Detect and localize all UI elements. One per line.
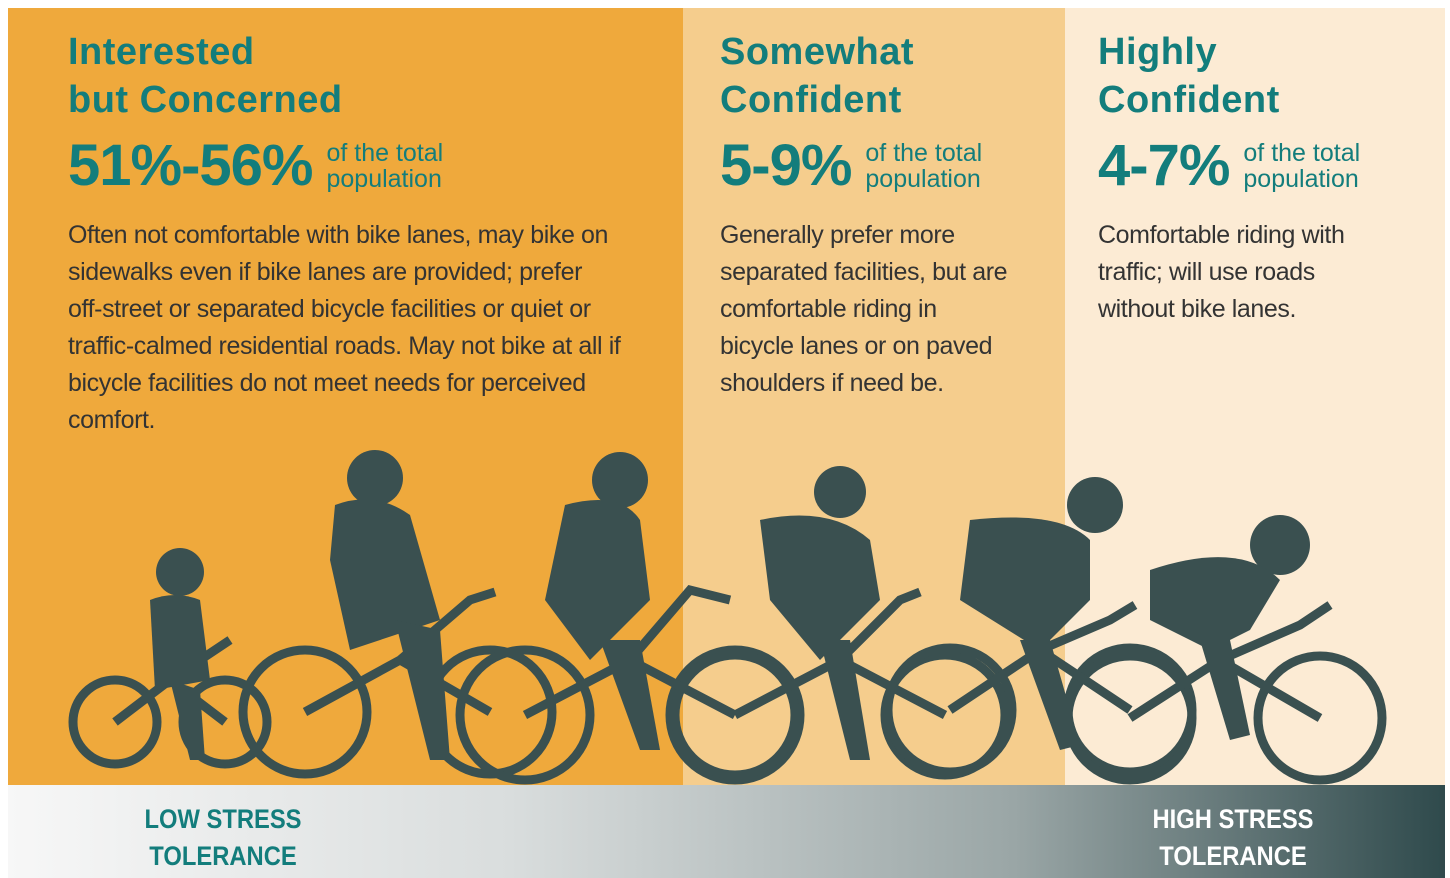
panel-content: Highly Confident 4-7% of the total populatio… bbox=[1098, 28, 1360, 328]
description: Comfortable riding with traffic; will use… bbox=[1098, 217, 1360, 328]
description-line: comfort. bbox=[68, 406, 156, 434]
note-line: population bbox=[1243, 164, 1359, 193]
description-line: Often not comfortable with bike lanes, m… bbox=[68, 221, 609, 249]
percent-note: of the total population bbox=[326, 140, 443, 192]
description-line: traffic-calmed residential roads. May no… bbox=[68, 332, 621, 360]
high-stress-label: HIGH STRESS TOLERANCE bbox=[1123, 801, 1343, 875]
percent: 51%-56% bbox=[68, 133, 313, 198]
description: Generally prefer more separated facilitie… bbox=[720, 217, 1008, 402]
title-line: but Concerned bbox=[68, 79, 343, 121]
description-line: comfortable riding in bbox=[720, 295, 937, 323]
description-line: sidewalks even if bike lanes are provide… bbox=[68, 258, 583, 286]
note-line: of the total bbox=[1243, 138, 1361, 167]
low-stress-label: LOW STRESS TOLERANCE bbox=[113, 801, 333, 875]
description: Often not comfortable with bike lanes, m… bbox=[68, 217, 621, 439]
description-line: off-street or separated bicycle faciliti… bbox=[68, 295, 591, 323]
percent-note: of the total population bbox=[865, 140, 982, 192]
percent-row: 5-9% of the total population bbox=[720, 132, 1007, 199]
note-line: population bbox=[326, 164, 442, 193]
description-line: bicycle facilities do not meet needs for… bbox=[68, 369, 586, 397]
percent-row: 4-7% of the total population bbox=[1098, 132, 1360, 199]
label-line: TOLERANCE bbox=[1159, 841, 1307, 871]
panel-title: Highly Confident bbox=[1098, 28, 1360, 124]
panel-title: Interested but Concerned bbox=[68, 28, 620, 124]
description-line: shoulders if need be. bbox=[720, 369, 944, 397]
description-line: bicycle lanes or on paved bbox=[720, 332, 993, 360]
description-line: Generally prefer more bbox=[720, 221, 955, 249]
percent-note: of the total population bbox=[1243, 140, 1360, 192]
title-line: Confident bbox=[1098, 79, 1280, 121]
description-line: separated facilities, but are bbox=[720, 258, 1008, 286]
description-line: without bike lanes. bbox=[1098, 295, 1297, 323]
title-line: Highly bbox=[1098, 31, 1218, 73]
note-line: of the total bbox=[865, 138, 983, 167]
label-line: TOLERANCE bbox=[149, 841, 297, 871]
title-line: Somewhat bbox=[720, 31, 915, 73]
note-line: population bbox=[865, 164, 981, 193]
percent: 5-9% bbox=[720, 133, 852, 198]
percent: 4-7% bbox=[1098, 133, 1230, 198]
panel bbox=[8, 8, 683, 785]
label-line: HIGH STRESS bbox=[1152, 804, 1314, 834]
panel-title: Somewhat Confident bbox=[720, 28, 1007, 124]
description-line: traffic; will use roads bbox=[1098, 258, 1315, 286]
description-line: Comfortable riding with bbox=[1098, 221, 1345, 249]
percent-row: 51%-56% of the total population bbox=[68, 132, 620, 199]
label-line: LOW STRESS bbox=[144, 804, 302, 834]
panel-content: Somewhat Confident 5-9% of the total populat… bbox=[720, 28, 1008, 402]
panel-content: Interested but Concerned 51%-56% of the tot… bbox=[68, 28, 621, 439]
title-line: Confident bbox=[720, 79, 902, 121]
note-line: of the total bbox=[326, 138, 444, 167]
title-line: Interested bbox=[68, 31, 255, 73]
stress-scale: LOW STRESS TOLERANCE HIGH STRESS TOLERAN… bbox=[8, 785, 1445, 878]
